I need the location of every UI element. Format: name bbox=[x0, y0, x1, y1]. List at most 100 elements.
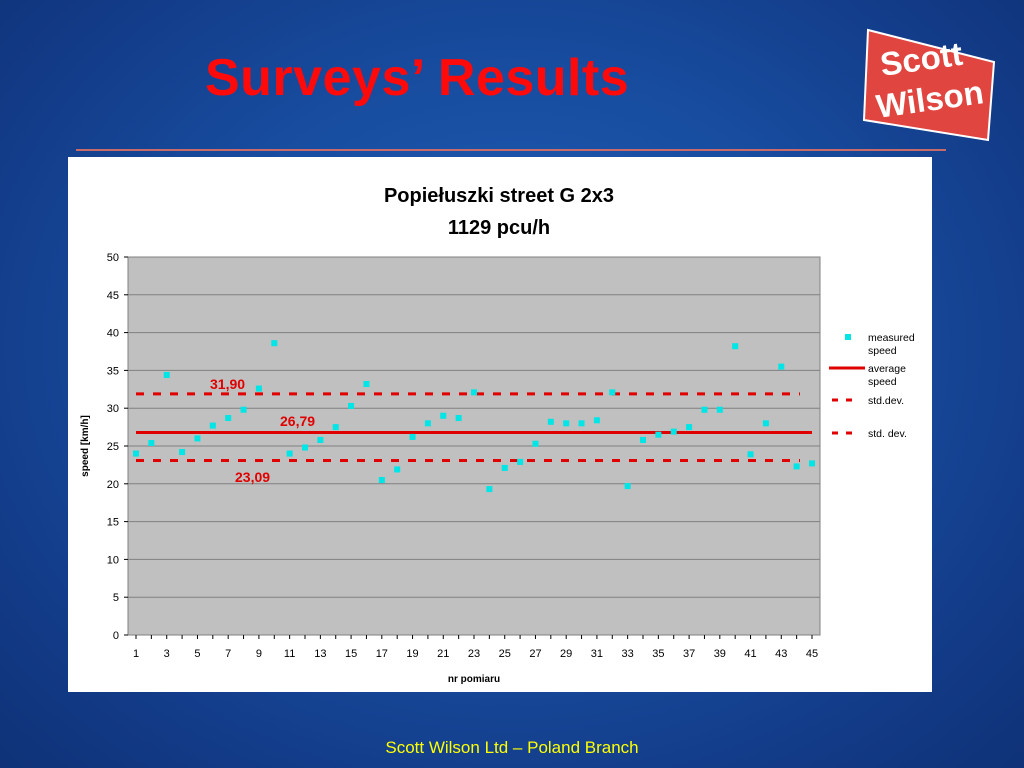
y-tick-label-40: 40 bbox=[107, 328, 119, 340]
data-point-2 bbox=[148, 439, 155, 446]
x-axis-ticks: 1 3 5 7 9 11 13 15 17 19 21 23 25 27 29 31 33 35 37 39 41 43 4… bbox=[133, 635, 818, 660]
y-tick-label-15: 15 bbox=[107, 517, 119, 529]
data-points bbox=[133, 340, 815, 493]
data-point-40 bbox=[732, 343, 739, 350]
data-point-7 bbox=[225, 415, 232, 422]
x-tick-label-17: 17 bbox=[376, 648, 388, 660]
std-dev-lower-label: 23,09 bbox=[235, 469, 270, 485]
x-tick-label-21: 21 bbox=[437, 648, 449, 660]
x-tick-label-11: 11 bbox=[284, 648, 295, 660]
data-point-26 bbox=[517, 458, 524, 465]
x-tick-label-5: 5 bbox=[194, 648, 200, 660]
data-point-4 bbox=[179, 449, 186, 456]
data-point-8 bbox=[240, 406, 247, 413]
legend-marker-measured bbox=[845, 334, 851, 340]
reference-lines bbox=[136, 392, 812, 462]
legend: measured speed average speed std.dev. std… bbox=[829, 332, 918, 440]
x-tick-label-13: 13 bbox=[314, 648, 326, 660]
x-tick-label-27: 27 bbox=[529, 648, 541, 660]
legend-label-measured-line-2: speed bbox=[868, 345, 897, 357]
y-tick-label-10: 10 bbox=[107, 554, 119, 566]
data-point-45 bbox=[809, 460, 815, 467]
x-tick-label-9: 9 bbox=[256, 648, 262, 660]
x-tick-label-3: 3 bbox=[164, 648, 170, 660]
data-point-43 bbox=[778, 363, 785, 370]
data-point-30 bbox=[578, 420, 585, 427]
data-point-11 bbox=[286, 450, 293, 457]
chart-title-line-1: Popiełuszki street G 2x3 bbox=[384, 185, 614, 207]
y-tick-label-35: 35 bbox=[107, 365, 119, 377]
data-point-13 bbox=[317, 436, 324, 443]
legend-label-average: average speed bbox=[868, 363, 906, 388]
data-point-14 bbox=[332, 424, 339, 431]
data-point-5 bbox=[194, 435, 201, 442]
x-tick-label-41: 41 bbox=[744, 648, 756, 660]
data-point-28 bbox=[547, 418, 554, 425]
chart-title-line-2: 1129 pcu/h bbox=[448, 217, 550, 239]
data-point-27 bbox=[532, 440, 539, 447]
y-tick-label-5: 5 bbox=[113, 592, 119, 604]
data-point-1 bbox=[133, 450, 139, 457]
scott-wilson-logo: Scott Wilson bbox=[862, 28, 996, 142]
title-divider bbox=[76, 149, 946, 151]
x-tick-label-35: 35 bbox=[652, 648, 664, 660]
x-tick-label-19: 19 bbox=[406, 648, 418, 660]
y-tick-label-45: 45 bbox=[107, 290, 119, 302]
data-point-12 bbox=[302, 444, 308, 451]
data-point-18 bbox=[394, 466, 401, 473]
slide-title: Surveys’ Results bbox=[205, 49, 630, 107]
y-axis-title: speed [km/h] bbox=[80, 415, 91, 477]
data-point-22 bbox=[455, 415, 462, 422]
logo-badge bbox=[862, 28, 996, 142]
legend-label-measured-line-1: measured bbox=[868, 332, 915, 344]
x-tick-label-29: 29 bbox=[560, 648, 572, 660]
x-tick-label-1: 1 bbox=[133, 648, 139, 660]
speed-scatter-chart: Popiełuszki street G 2x3 1129 pcu/h 0 5 10… bbox=[80, 185, 918, 685]
data-point-20 bbox=[424, 420, 431, 427]
y-axis-ticks: 0 5 10 15 20 25 30 35 40 45 50 bbox=[107, 252, 128, 642]
y-tick-label-25: 25 bbox=[107, 441, 119, 453]
std-dev-upper-label: 31,90 bbox=[210, 376, 245, 392]
data-point-31 bbox=[593, 417, 600, 424]
data-point-42 bbox=[762, 420, 769, 427]
data-point-6 bbox=[209, 422, 216, 429]
data-point-10 bbox=[271, 340, 278, 347]
data-point-33 bbox=[624, 483, 631, 490]
average-speed-label: 26,79 bbox=[280, 413, 315, 429]
x-tick-label-23: 23 bbox=[468, 648, 480, 660]
data-point-38 bbox=[701, 406, 708, 413]
x-tick-label-37: 37 bbox=[683, 648, 695, 660]
legend-label-std-lower: std. dev. bbox=[868, 428, 907, 440]
chart-panel: Popiełuszki street G 2x3 1129 pcu/h 0 5 10… bbox=[68, 157, 932, 692]
data-point-39 bbox=[716, 406, 723, 413]
y-tick-label-50: 50 bbox=[107, 252, 119, 264]
x-tick-label-43: 43 bbox=[775, 648, 787, 660]
slide-footer: Scott Wilson Ltd – Poland Branch bbox=[385, 738, 639, 757]
x-tick-label-25: 25 bbox=[499, 648, 511, 660]
data-point-19 bbox=[409, 433, 416, 440]
x-axis-title: nr pomiaru bbox=[448, 674, 500, 685]
y-tick-label-0: 0 bbox=[113, 630, 119, 642]
data-point-3 bbox=[163, 371, 170, 378]
x-tick-label-31: 31 bbox=[591, 648, 603, 660]
y-tick-label-20: 20 bbox=[107, 479, 119, 491]
data-point-9 bbox=[255, 385, 262, 392]
data-point-15 bbox=[348, 402, 355, 409]
data-point-17 bbox=[378, 477, 385, 484]
data-point-36 bbox=[670, 428, 677, 435]
data-point-35 bbox=[655, 431, 662, 438]
legend-label-measured: measured speed bbox=[868, 332, 918, 357]
x-tick-label-39: 39 bbox=[714, 648, 726, 660]
legend-label-average-line-2: speed bbox=[868, 376, 897, 388]
data-point-24 bbox=[486, 486, 493, 493]
data-point-25 bbox=[501, 464, 508, 471]
data-point-23 bbox=[471, 389, 477, 396]
data-point-34 bbox=[640, 436, 646, 443]
x-tick-label-15: 15 bbox=[345, 648, 357, 660]
legend-label-average-line-1: average bbox=[868, 363, 906, 375]
legend-label-std-upper: std.dev. bbox=[868, 395, 904, 407]
data-point-37 bbox=[686, 424, 693, 431]
data-point-29 bbox=[563, 420, 570, 427]
data-point-16 bbox=[363, 381, 370, 388]
data-point-32 bbox=[609, 389, 616, 396]
